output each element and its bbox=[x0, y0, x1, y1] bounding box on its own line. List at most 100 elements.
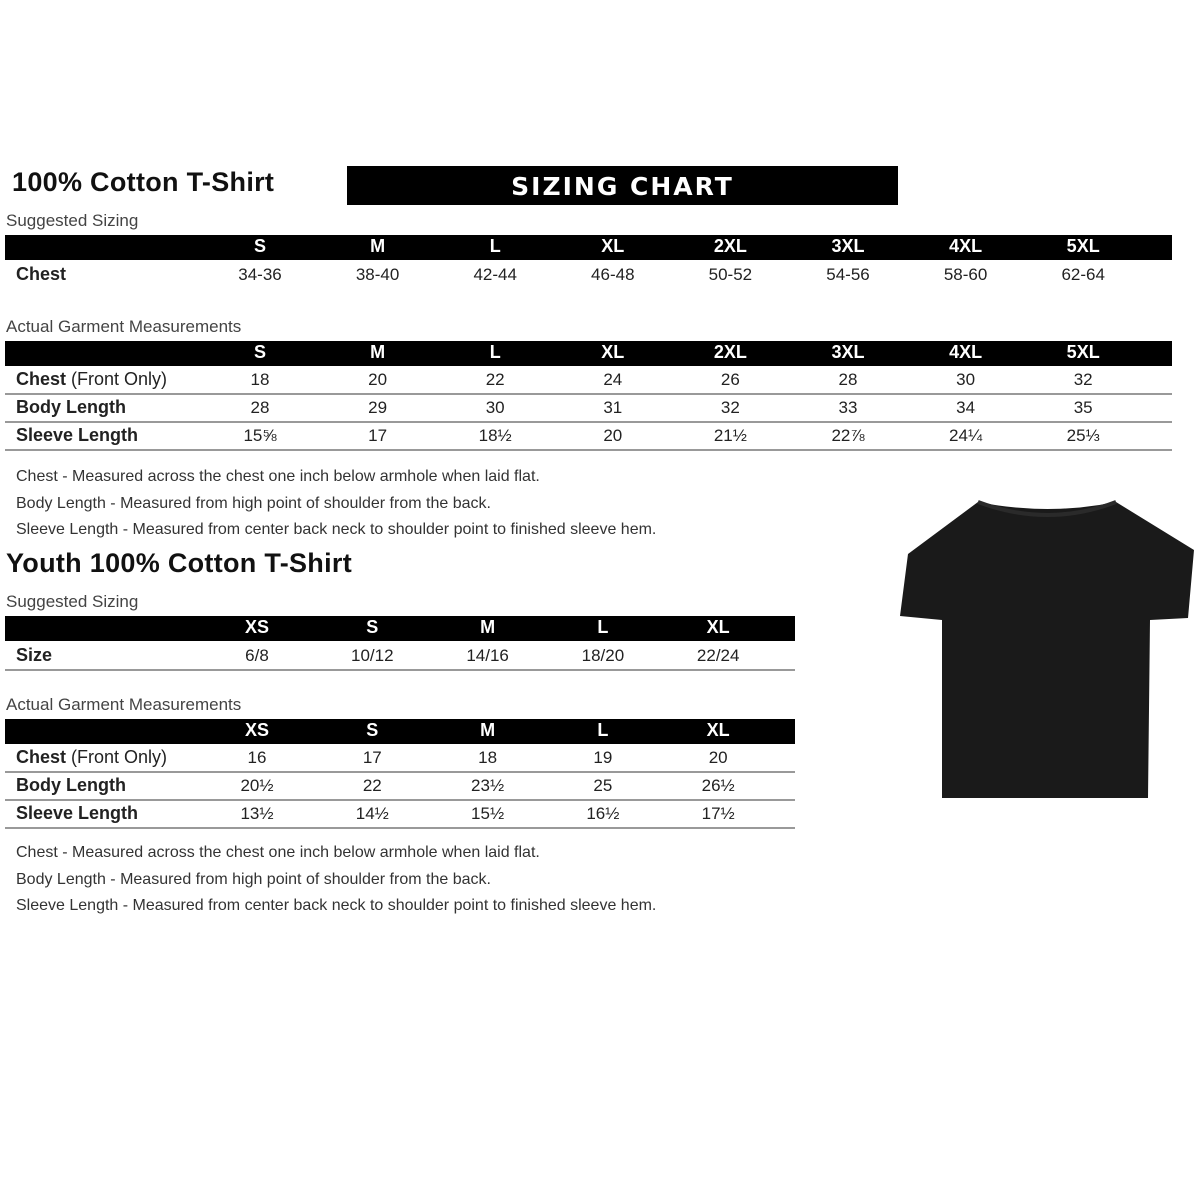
youth-suggested-label: Suggested Sizing bbox=[6, 592, 139, 611]
adult-actual-header bbox=[5, 341, 1172, 366]
table-cell: 23½ bbox=[471, 776, 505, 795]
table-cell: 35 bbox=[1073, 398, 1093, 417]
row-label-text: Sleeve Length bbox=[16, 425, 139, 445]
youth-title: Youth 100% Cotton T-Shirt bbox=[6, 548, 352, 578]
table-cell: 62-64 bbox=[1061, 265, 1105, 284]
row-label-text: Body Length bbox=[16, 397, 126, 417]
size-header-l: L bbox=[489, 236, 501, 256]
tshirt-image bbox=[900, 500, 1194, 798]
size-header-m: M bbox=[480, 617, 496, 637]
adult-suggested-label: Suggested Sizing bbox=[6, 211, 139, 230]
size-header-xl: XL bbox=[706, 720, 730, 740]
size-header-s: S bbox=[253, 236, 267, 256]
youth-actual-label: Actual Garment Measurements bbox=[6, 695, 242, 714]
table-cell: 32 bbox=[720, 398, 740, 417]
row-divider bbox=[5, 393, 1172, 395]
measurement-note: Body Length - Measured from high point o… bbox=[16, 494, 491, 512]
row-label-text: Size bbox=[16, 645, 53, 665]
table-cell: 58-60 bbox=[943, 265, 988, 284]
size-header-xs: XS bbox=[244, 617, 270, 637]
size-header-s: S bbox=[366, 617, 379, 637]
size-header-xs: XS bbox=[244, 720, 270, 740]
size-header-3xl: 3XL bbox=[831, 342, 865, 362]
table-cell: 26½ bbox=[701, 776, 735, 795]
table-cell: 14½ bbox=[355, 804, 389, 823]
row-label: Size bbox=[16, 645, 52, 666]
row-label-note: (Front Only) bbox=[66, 369, 168, 389]
row-label-text: Chest bbox=[16, 747, 67, 767]
table-cell: 22 bbox=[485, 370, 505, 389]
youth-actual-header bbox=[5, 719, 795, 744]
table-cell: 54-56 bbox=[826, 265, 870, 284]
table-cell: 46-48 bbox=[591, 265, 635, 284]
measurement-note: Sleeve Length - Measured from center bac… bbox=[16, 897, 657, 914]
row-label-text: Chest bbox=[16, 369, 67, 389]
size-header-s: S bbox=[253, 342, 267, 362]
measurement-note: Body Length - Measured from high point o… bbox=[16, 870, 491, 888]
size-header-2xl: 2XL bbox=[713, 342, 747, 362]
table-cell: 26 bbox=[720, 370, 740, 389]
table-cell: 14/16 bbox=[466, 646, 509, 665]
size-header-l: L bbox=[597, 617, 609, 637]
measurement-note: Chest - Measured across the chest one in… bbox=[16, 468, 540, 485]
row-label: Body Length bbox=[16, 775, 126, 796]
table-cell: 38-40 bbox=[355, 265, 400, 284]
adult-suggested-header bbox=[5, 235, 1172, 260]
table-cell: 19 bbox=[593, 748, 613, 767]
table-cell: 16½ bbox=[586, 804, 620, 823]
row-divider bbox=[5, 421, 1172, 423]
table-cell: 16 bbox=[247, 748, 267, 767]
table-cell: 13½ bbox=[240, 804, 274, 823]
measurement-note: Chest - Measured across the chest one in… bbox=[16, 844, 540, 861]
table-cell: 20 bbox=[603, 426, 623, 445]
row-label: Sleeve Length bbox=[16, 425, 138, 446]
size-header-xl: XL bbox=[601, 236, 625, 256]
size-header-5xl: 5XL bbox=[1066, 236, 1100, 256]
table-cell: 50-52 bbox=[708, 265, 753, 284]
table-cell: 17½ bbox=[701, 804, 735, 823]
size-header-l: L bbox=[597, 720, 609, 740]
size-header-5xl: 5XL bbox=[1066, 342, 1100, 362]
table-cell: 18 bbox=[478, 748, 498, 767]
measurement-note: Sleeve Length - Measured from center bac… bbox=[16, 521, 657, 538]
size-header-m: M bbox=[480, 720, 496, 740]
size-header-4xl: 4XL bbox=[949, 342, 983, 362]
table-cell: 15½ bbox=[471, 804, 505, 823]
row-divider bbox=[5, 669, 795, 671]
table-cell: 32 bbox=[1073, 370, 1093, 389]
table-cell: 10/12 bbox=[351, 646, 394, 665]
row-label: Body Length bbox=[16, 397, 126, 418]
size-header-l: L bbox=[489, 342, 501, 362]
table-cell: 30 bbox=[485, 398, 505, 417]
table-cell: 42-44 bbox=[473, 265, 517, 284]
table-cell: 15⅝ bbox=[243, 426, 277, 445]
row-label: Chest (Front Only) bbox=[16, 747, 167, 768]
row-divider bbox=[5, 771, 795, 773]
table-cell: 20½ bbox=[240, 776, 274, 795]
table-cell: 21½ bbox=[713, 426, 747, 445]
row-divider bbox=[5, 799, 795, 801]
size-header-s: S bbox=[366, 720, 379, 740]
table-cell: 17 bbox=[362, 748, 382, 767]
row-label-text: Chest bbox=[16, 264, 67, 284]
adult-title: 100% Cotton T-Shirt bbox=[12, 167, 275, 197]
size-header-m: M bbox=[370, 236, 386, 256]
table-cell: 28 bbox=[250, 398, 270, 417]
size-header-4xl: 4XL bbox=[949, 236, 983, 256]
table-cell: 18½ bbox=[478, 426, 512, 445]
row-label-note: (Front Only) bbox=[66, 747, 168, 767]
row-label: Chest (Front Only) bbox=[16, 369, 167, 390]
size-header-xl: XL bbox=[601, 342, 625, 362]
table-cell: 20 bbox=[708, 748, 728, 767]
table-cell: 29 bbox=[368, 398, 388, 417]
row-label: Sleeve Length bbox=[16, 803, 138, 824]
youth-suggested-header bbox=[5, 616, 795, 641]
table-cell: 28 bbox=[838, 370, 858, 389]
table-cell: 18 bbox=[250, 370, 270, 389]
adult-actual-label: Actual Garment Measurements bbox=[6, 317, 242, 336]
table-cell: 22⅞ bbox=[831, 426, 865, 445]
size-header-m: M bbox=[370, 342, 386, 362]
table-cell: 22/24 bbox=[696, 646, 740, 665]
row-label-text: Sleeve Length bbox=[16, 803, 139, 823]
table-cell: 20 bbox=[368, 370, 388, 389]
